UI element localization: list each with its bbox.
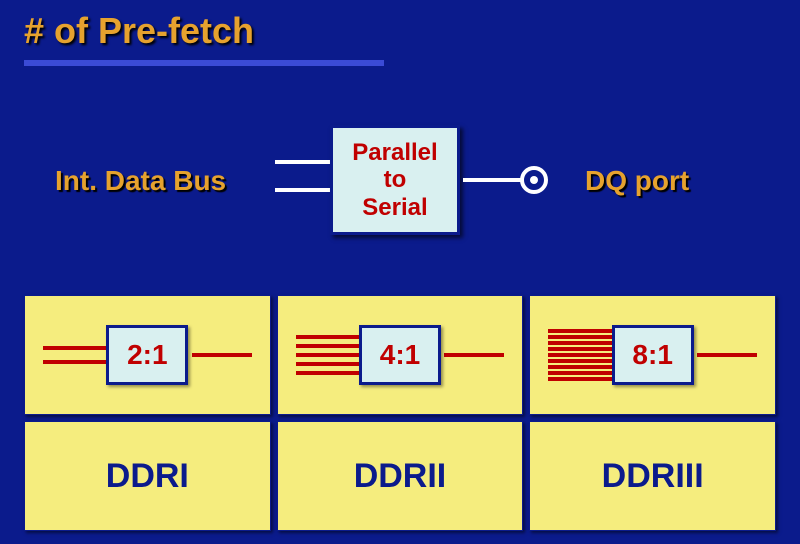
ratio-cell-ddr3: 8:1 [529,295,776,415]
ddr2-label: DDRII [354,457,447,496]
slide-title: # of Pre-fetch [24,10,254,52]
output-line-ddr3 [697,353,757,357]
label-cell-ddr1: DDRI [24,421,271,531]
ratio-box-ddr3: 8:1 [612,325,694,385]
input-lines-ddr1 [43,346,113,364]
output-port-icon [520,166,548,194]
ddr3-label: DDRIII [602,457,704,496]
input-line-1 [275,160,330,164]
ddr1-label: DDRI [106,457,189,496]
center-line2: to [384,166,407,194]
ratio-box-ddr2: 4:1 [359,325,441,385]
output-line [463,178,523,182]
input-lines-ddr3 [548,329,618,381]
center-line3: Serial [362,194,427,222]
dq-port-label: DQ port [585,165,689,197]
prefetch-table: 2:1 4:1 8:1 DDRI DDRII DDRIII [24,295,776,531]
int-data-bus-label: Int. Data Bus [55,165,226,197]
ratio-cell-ddr2: 4:1 [277,295,524,415]
input-lines-ddr2 [296,335,366,375]
title-underline [24,60,384,66]
parallel-to-serial-box: Parallel to Serial [330,125,460,235]
label-cell-ddr2: DDRII [277,421,524,531]
center-line1: Parallel [352,139,437,167]
output-line-ddr2 [444,353,504,357]
input-line-2 [275,188,330,192]
ratio-cell-ddr1: 2:1 [24,295,271,415]
ratio-box-ddr1: 2:1 [106,325,188,385]
output-line-ddr1 [192,353,252,357]
label-cell-ddr3: DDRIII [529,421,776,531]
